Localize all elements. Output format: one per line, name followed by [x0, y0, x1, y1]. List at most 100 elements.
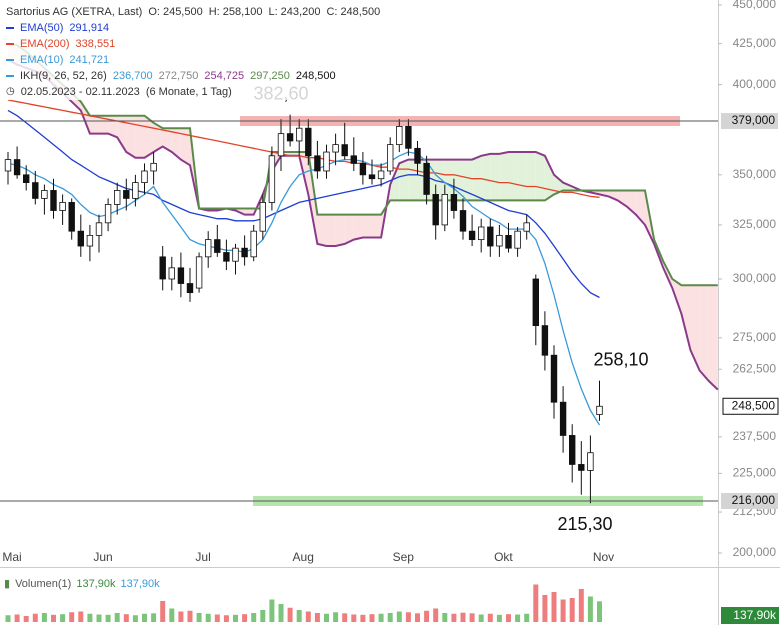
candle-body [468, 230, 476, 241]
candle-layer [4, 114, 603, 622]
level-label-box [721, 492, 778, 509]
volume-legend: ▮ Volumen(1) 137,90k 137,90k [4, 577, 160, 591]
volume-value: 137,90k [76, 577, 116, 590]
ohlc-value: 243,200 [280, 6, 321, 18]
candle-body [32, 182, 39, 199]
candle-body [286, 133, 294, 142]
volume-bar [314, 613, 320, 622]
candle-body [514, 230, 521, 249]
legend-label: IKH(9, 26, 52, 26) [20, 70, 107, 82]
volume-bar [223, 615, 229, 622]
legend-marker [6, 59, 14, 61]
candle-body [123, 190, 130, 199]
annotation: 258,10 [593, 349, 648, 369]
volume-bar [496, 614, 502, 622]
candle-body [487, 226, 494, 247]
volume-bar [214, 614, 220, 622]
candle-body [223, 252, 230, 262]
candle-body [150, 162, 157, 172]
y-tick-label: 262,500 [733, 361, 777, 375]
cloud-fill [499, 152, 509, 201]
candle-body [241, 247, 248, 258]
cloud-fill [135, 115, 145, 158]
y-tick-label: 325,000 [733, 217, 777, 231]
legend-value: 338,551 [75, 38, 116, 50]
cloud-fill [126, 115, 136, 158]
cloud-fill [344, 214, 354, 244]
volume-bar [169, 608, 175, 622]
volume-icon: ▮ [4, 578, 11, 590]
volume-bar [14, 614, 20, 622]
candle-body [41, 190, 48, 199]
background-layer [8, 43, 718, 506]
volume-bar [32, 613, 38, 622]
volume-bar [597, 601, 602, 622]
y-tick-label: 275,000 [733, 330, 777, 344]
ohlc: O: 245,500 H: 258,100 L: 243,200 C: 248,500 [148, 4, 380, 20]
volume-bar [178, 611, 184, 622]
volume-bar [369, 614, 375, 622]
cloud-fill [481, 153, 491, 201]
volume-bar [41, 613, 47, 622]
candle-body [405, 126, 412, 149]
y-tick-label: 237,500 [733, 429, 777, 443]
cloud-fill [535, 152, 545, 201]
volume-bar [260, 610, 266, 622]
cloud-fill [681, 285, 691, 351]
volume-bar [387, 613, 393, 622]
period: (6 Monate, 1 Tag) [145, 86, 232, 98]
volume-bar [506, 614, 511, 622]
x-tick-label: Jun [93, 550, 112, 564]
cloud-fill [490, 153, 500, 201]
cloud-fill [372, 214, 382, 238]
cloud-fill [463, 159, 473, 201]
volume-bar [451, 613, 457, 622]
volume-bar [233, 614, 238, 622]
level-label: 216,000 [732, 493, 776, 507]
cloud-fill [617, 190, 627, 207]
volume-bar [569, 598, 575, 622]
volume-badge [721, 607, 779, 624]
cloud-span-a [7, 58, 719, 391]
cloud-fill [690, 285, 700, 371]
volume-bar [105, 614, 111, 622]
candle-body [86, 234, 94, 247]
cloud-fill [626, 190, 636, 215]
legend-label: EMA(50) [20, 22, 64, 34]
candle-body [332, 144, 339, 153]
last-price-label: 248,500 [732, 398, 776, 412]
y-tick-label: 300,000 [733, 271, 777, 285]
candle-body [396, 126, 403, 146]
cloud-fill [308, 152, 318, 244]
legend-marker [6, 75, 14, 77]
volume-bar [378, 613, 384, 622]
candle-body [77, 230, 84, 247]
candle-body [532, 278, 539, 327]
date-range: 02.05.2023 - 02.11.2023 [20, 86, 140, 98]
y-tick-label: 425,000 [733, 36, 777, 50]
volume-bar [542, 595, 548, 622]
volume-bar [333, 612, 339, 622]
clock-icon: ◷ [6, 86, 15, 97]
ikh-value: 272,750 [158, 70, 199, 82]
volume-bar [469, 613, 475, 622]
volume-bar [160, 601, 166, 622]
candle-body [459, 210, 467, 232]
cloud-fill [544, 155, 554, 201]
volume-bar [87, 613, 93, 622]
candle-body [141, 170, 148, 183]
candle-body [95, 222, 103, 236]
y-tick-label: 200,000 [733, 545, 777, 559]
cloud-fill [89, 115, 99, 134]
annotation: 215,30 [557, 514, 612, 534]
candle-body [377, 170, 385, 180]
cloud-fill [399, 159, 409, 201]
ikh-value: 248,500 [295, 70, 336, 82]
ohlc-value: 248,500 [340, 6, 381, 18]
volume-bar [396, 611, 402, 622]
cloud-fill [317, 214, 327, 247]
candle-body [250, 230, 257, 258]
last-price-box [722, 397, 779, 415]
candle-body [186, 283, 194, 294]
volume-bar [296, 610, 302, 622]
